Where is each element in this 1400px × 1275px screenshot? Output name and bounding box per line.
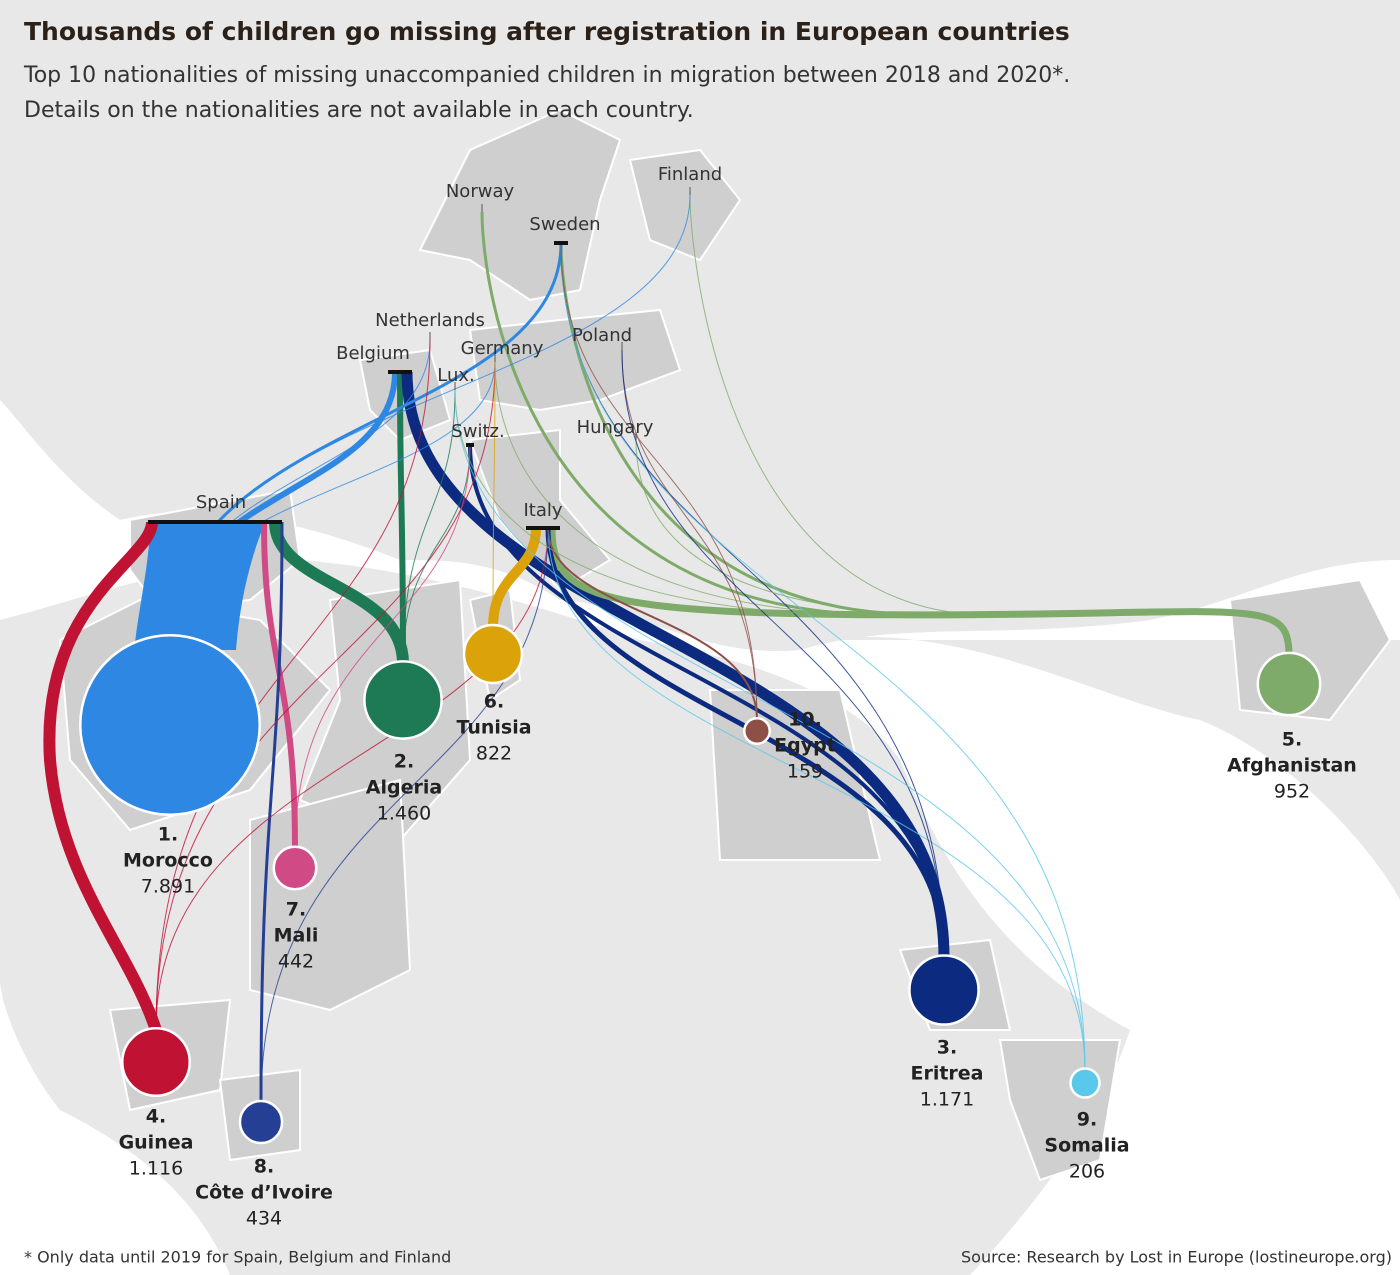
rank: 3.: [937, 1037, 957, 1059]
nationality-circle: [1256, 651, 1322, 717]
flow: [169, 194, 691, 638]
rank: 1.: [158, 824, 178, 846]
flow: [401, 371, 950, 958]
footnote: * Only data until 2019 for Spain, Belgiu…: [24, 1248, 451, 1267]
flow: [155, 527, 549, 1031]
destination-label: Italy: [523, 500, 562, 521]
subtitle: Top 10 nationalities of missing unaccomp…: [23, 63, 1070, 88]
nationality-circle: [743, 717, 771, 745]
nationality-name: Afghanistan: [1227, 755, 1357, 777]
destination-label: Finland: [658, 164, 722, 185]
flow: [155, 361, 496, 1031]
rank: 8.: [254, 1156, 274, 1178]
rank: 5.: [1282, 729, 1302, 751]
nationality-name: Tunisia: [456, 717, 531, 739]
destination-label: Belgium: [336, 343, 410, 364]
destination-label: Germany: [461, 338, 544, 359]
flow: [169, 339, 431, 638]
nationality-name: Morocco: [123, 850, 213, 872]
flow: [621, 349, 945, 958]
nationality-name: Eritrea: [910, 1063, 983, 1085]
count-label: 1.116: [129, 1158, 183, 1180]
flow: [488, 527, 541, 628]
flow: [134, 522, 265, 650]
flows: [43, 194, 1293, 1103]
nationality-circles: 1. Morocco 7.891 2. Algeria 1.460 3. Eritrea 1.1…: [79, 623, 1357, 1230]
destination-label: Spain: [196, 492, 246, 513]
destination-label: Switz.: [451, 421, 504, 442]
destination-label: Norway: [446, 181, 515, 202]
flow: [168, 242, 563, 638]
flow: [621, 349, 758, 721]
nationality-name: Egypt: [774, 735, 836, 757]
nationality-circle: [1069, 1067, 1101, 1099]
flow: [492, 361, 496, 628]
subtitle: Details on the nationalities are not ava…: [24, 98, 694, 123]
count-label: 206: [1069, 1161, 1105, 1183]
rank: 6.: [484, 691, 504, 713]
flow: [402, 444, 471, 664]
nationality-circle: [238, 1099, 284, 1145]
nationality-name: Mali: [274, 925, 319, 947]
count-label: 1.171: [920, 1089, 974, 1111]
rank: 7.: [286, 899, 306, 921]
nationality-circle: [908, 954, 980, 1026]
flow: [294, 444, 471, 849]
flow: [547, 527, 758, 721]
nationality-circle: [272, 845, 318, 891]
nationality-name: Guinea: [119, 1132, 194, 1154]
rank: 9.: [1077, 1109, 1097, 1131]
rank: 4.: [146, 1106, 166, 1128]
nationality-circle: [79, 634, 261, 816]
count-label: 7.891: [141, 876, 195, 898]
destination-label: Hungary: [577, 417, 654, 438]
flow: [259, 521, 284, 1103]
rank: 2.: [394, 751, 414, 773]
flow: [468, 444, 946, 958]
flow: [260, 527, 549, 1103]
flow: [560, 242, 1086, 1071]
flow: [402, 389, 456, 664]
flow: [454, 389, 1290, 655]
count-label: 1.460: [377, 803, 431, 825]
destination-label: Netherlands: [375, 310, 485, 331]
flow: [155, 339, 431, 1031]
flow: [454, 389, 1086, 1071]
flow: [397, 371, 406, 664]
count-label: 434: [246, 1208, 282, 1230]
flow: [169, 361, 496, 638]
nationality-circle: [462, 623, 524, 685]
nationality-name: Côte d’Ivoire: [195, 1182, 333, 1204]
destination-markers: Norway Finland Sweden Netherlands Belgium Ger…: [148, 164, 722, 530]
nationality-name: Algeria: [366, 777, 442, 799]
destination-label: Poland: [572, 325, 632, 346]
count-label: 442: [278, 951, 314, 973]
flow: [560, 242, 758, 721]
count-label: 952: [1274, 781, 1310, 803]
count-label: 822: [476, 743, 512, 765]
nationality-circle: [121, 1027, 191, 1097]
destination-label: Sweden: [529, 214, 600, 235]
title: Thousands of children go missing after r…: [24, 17, 1070, 46]
source: Source: Research by Lost in Europe (lost…: [961, 1248, 1392, 1267]
flow: [547, 527, 1086, 1071]
destination-label: Lux.: [437, 365, 475, 386]
nationality-circle: [363, 660, 443, 740]
nationality-name: Somalia: [1044, 1135, 1129, 1157]
rank: 10.: [788, 709, 822, 731]
flow: [43, 521, 162, 1033]
count-label: 159: [787, 761, 823, 783]
